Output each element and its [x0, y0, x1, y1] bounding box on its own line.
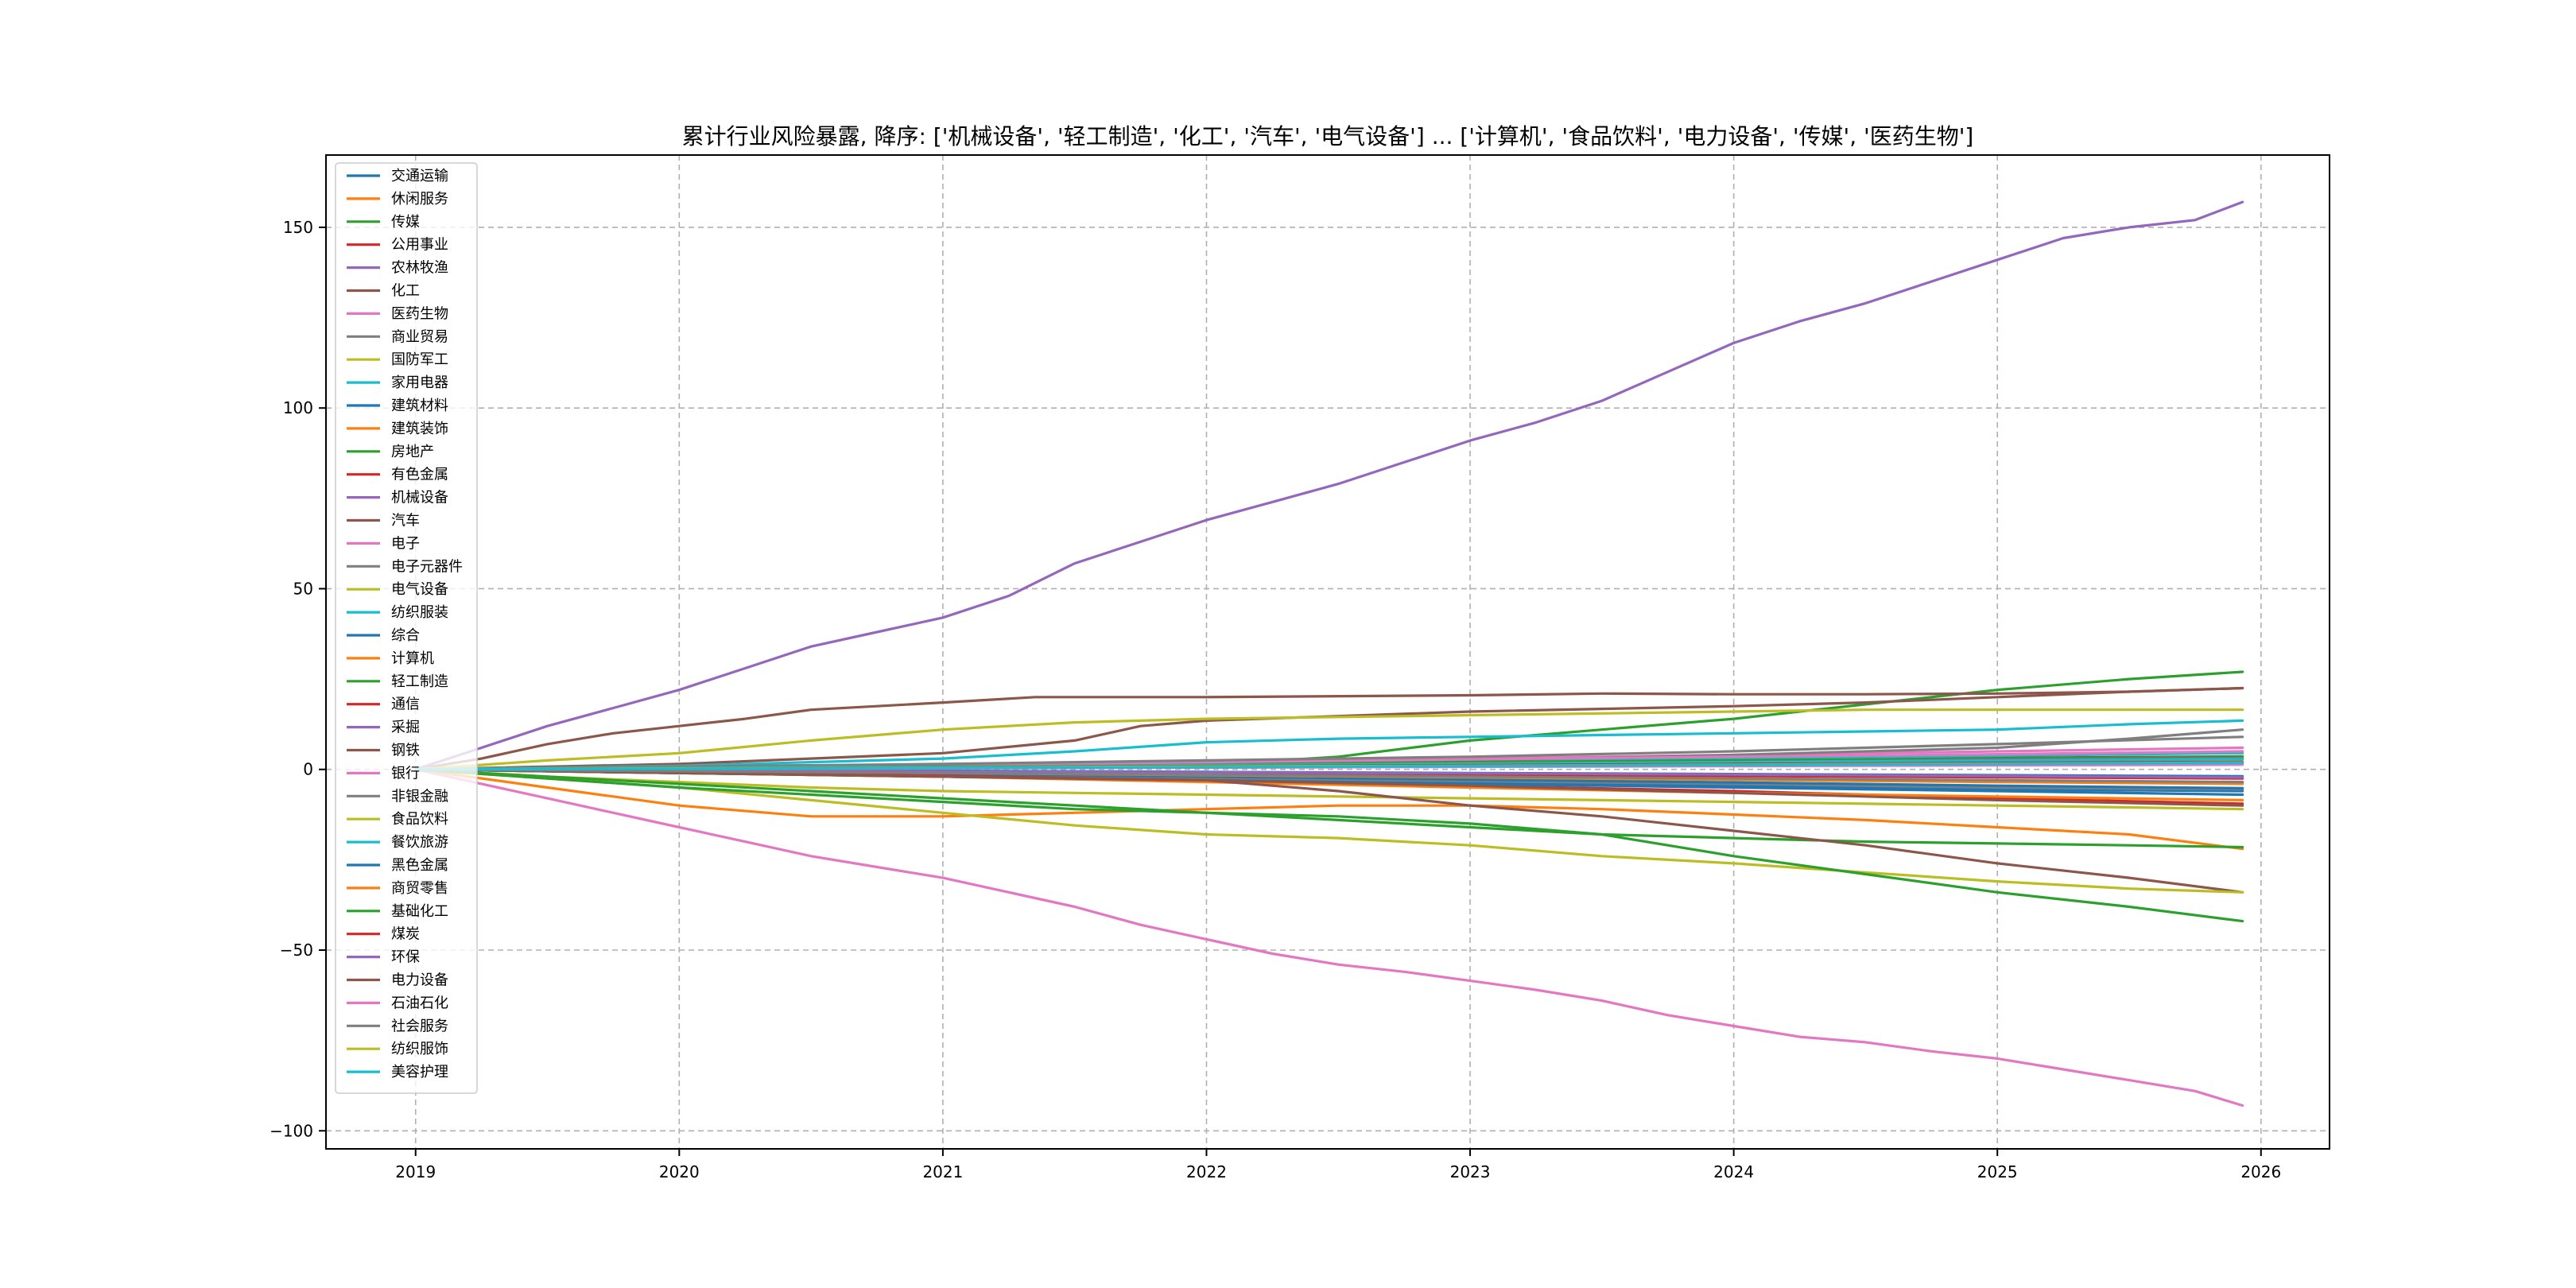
- legend-label: 农林牧渔: [391, 260, 448, 277]
- legend-label: 机械设备: [391, 490, 448, 506]
- legend-label: 采掘: [391, 720, 420, 736]
- series-line-13: [414, 768, 2244, 849]
- series-line-7: [414, 768, 2244, 1108]
- legend-label: 建筑装饰: [391, 421, 448, 437]
- legend-label: 医药生物: [391, 305, 448, 322]
- x-tick-label: 2023: [1450, 1162, 1491, 1181]
- legend-label: 电气设备: [391, 581, 448, 598]
- legend-label: 石油石化: [391, 995, 448, 1011]
- series-line-36: [414, 768, 2244, 807]
- legend-label: 有色金属: [391, 467, 448, 483]
- legend-label: 通信: [391, 696, 420, 713]
- legend-label: 公用事业: [391, 237, 448, 254]
- y-tick-label: 100: [283, 398, 313, 417]
- axis-ticks: 2019 2020 2021 2022 2023 2024 2025 2026 −100 −50 0…: [270, 218, 2281, 1181]
- legend-box: [335, 162, 478, 1094]
- legend-label: 商贸零售: [391, 880, 448, 897]
- legend-label: 国防军工: [391, 351, 448, 368]
- series-line-15: [414, 200, 2244, 771]
- series-layer: [414, 200, 2244, 1108]
- y-tick-label: 50: [293, 579, 313, 598]
- legend-label: 纺织服装: [391, 604, 448, 621]
- legend-label: 银行: [391, 765, 420, 782]
- series-line-19: [414, 708, 2244, 771]
- x-tick-label: 2025: [1977, 1162, 2018, 1181]
- series-line-33: [414, 768, 2244, 923]
- legend-label: 休闲服务: [391, 191, 448, 208]
- x-tick-label: 2019: [395, 1162, 436, 1181]
- legend-label: 环保: [391, 949, 420, 966]
- legend-label: 餐饮旅游: [391, 834, 448, 851]
- legend-label: 建筑材料: [391, 398, 448, 414]
- legend-label: 电力设备: [391, 972, 448, 989]
- series-line-28: [414, 735, 2244, 771]
- legend-label: 综合: [391, 627, 420, 644]
- x-tick-label: 2021: [922, 1162, 963, 1181]
- legend-label: 家用电器: [391, 374, 448, 391]
- legend-label: 食品饮料: [391, 811, 448, 828]
- legend-label: 纺织服饰: [391, 1041, 448, 1057]
- legend-label: 商业贸易: [391, 328, 448, 345]
- legend-label: 黑色金属: [391, 857, 448, 874]
- legend-label: 房地产: [391, 444, 434, 460]
- legend-label: 汽车: [391, 513, 420, 530]
- series-line-38: [414, 768, 2244, 784]
- series-line-16: [414, 686, 2244, 771]
- legend-label: 传媒: [391, 214, 420, 231]
- legend-label: 化工: [391, 283, 420, 300]
- legend-label: 电子: [391, 535, 420, 552]
- legend: 交通运输休闲服务传媒公用事业农林牧渔化工医药生物商业贸易国防军工家用电器建筑材料…: [335, 162, 478, 1094]
- grid: [326, 155, 2330, 1149]
- legend-label: 轻工制造: [391, 673, 448, 690]
- series-line-20: [414, 719, 2244, 771]
- series-line-40: [414, 761, 2244, 771]
- x-tick-label: 2020: [659, 1162, 700, 1181]
- y-tick-label: 0: [303, 760, 313, 779]
- legend-label: 交通运输: [391, 168, 448, 184]
- legend-label: 煤炭: [391, 926, 420, 943]
- y-tick-label: −100: [270, 1121, 313, 1140]
- series-line-9: [414, 768, 2244, 811]
- chart-title: 累计行业风险暴露, 降序: ['机械设备', '轻工制造', '化工', '汽车…: [682, 123, 1974, 149]
- x-tick-label: 2024: [1713, 1162, 1754, 1181]
- x-tick-label: 2026: [2240, 1162, 2281, 1181]
- y-tick-label: −50: [280, 941, 313, 960]
- axes-frame: [325, 154, 2330, 1150]
- series-line-6: [414, 686, 2244, 771]
- y-tick-label: 150: [283, 218, 313, 237]
- legend-label: 社会服务: [391, 1018, 448, 1034]
- legend-label: 钢铁: [391, 743, 420, 759]
- series-line-29: [414, 768, 2244, 894]
- legend-label: 基础化工: [391, 903, 448, 920]
- legend-label: 电子元器件: [391, 558, 463, 575]
- legend-label: 计算机: [391, 650, 434, 667]
- x-tick-label: 2022: [1186, 1162, 1227, 1181]
- legend-label: 美容护理: [391, 1064, 448, 1080]
- series-line-2: [414, 768, 2244, 851]
- legend-label: 非银金融: [391, 788, 448, 805]
